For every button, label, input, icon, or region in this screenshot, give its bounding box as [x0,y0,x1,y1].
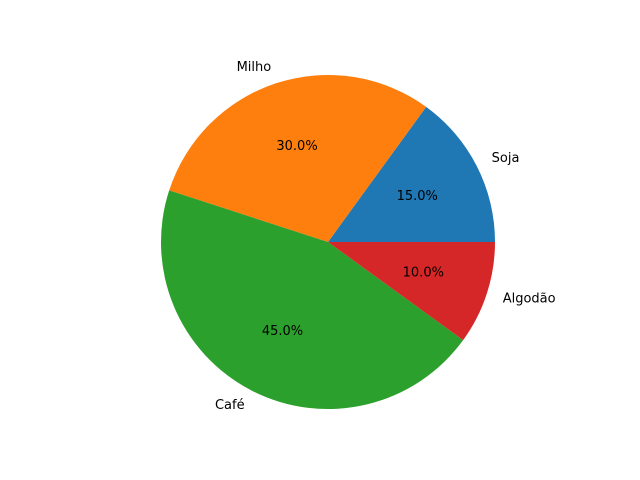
pie-category-label: Soja [492,151,520,166]
pie-percent-label: 45.0% [262,324,303,339]
pie-slice-soja [328,106,496,242]
pie-slice-algodão [328,242,495,341]
pie-percent-label: 30.0% [276,139,317,154]
pie-percent-label: 10.0% [403,265,444,280]
pie-percent-label: 15.0% [397,189,438,204]
pie-slice-café [160,190,464,410]
pie-category-label: Café [215,398,245,413]
pie-category-label: Milho [237,60,272,75]
pie-slice-milho [169,74,427,242]
pie-category-label: Algodão [503,291,556,306]
